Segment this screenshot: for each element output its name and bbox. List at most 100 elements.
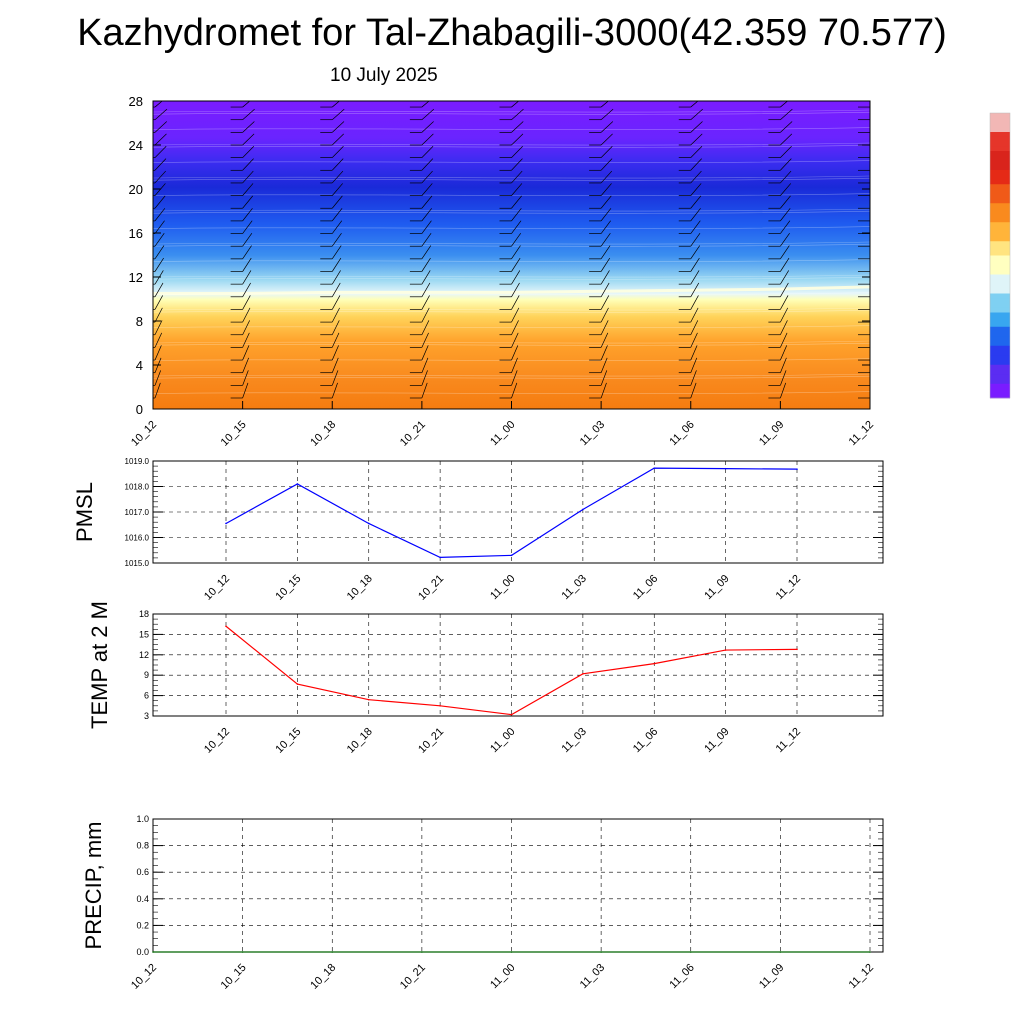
x-tick-label: 11_00 [488, 573, 518, 603]
wind-barb [421, 245, 432, 260]
y-tick-label: 1019.0 [125, 457, 150, 466]
wind-barb [600, 101, 609, 108]
y-tick-label: 15 [139, 629, 149, 639]
wind-barb [869, 195, 870, 196]
wind-barb [154, 320, 163, 335]
wind-barb [600, 257, 611, 272]
wind-barb [690, 183, 702, 196]
wind-barb [690, 220, 701, 234]
y-axis-label: PRECIP, mm [81, 822, 106, 950]
wind-barb [690, 270, 700, 285]
contour-line [153, 274, 870, 278]
wind-barb [242, 320, 250, 335]
data-point [653, 467, 656, 469]
precipitation-panel: 0.0 0.2 0.4 0.6 0.8 1.0 10_12 10_15 10_18 10_21 11… [81, 814, 884, 992]
contour-line [153, 127, 870, 130]
colorbar-cell [990, 274, 1010, 280]
colorbar-cell [990, 155, 1010, 161]
colorbar-frame [989, 112, 1011, 399]
x-tick-label: 10_15 [219, 962, 249, 992]
colorbar-cell [990, 383, 1010, 389]
colorbar-cell [990, 203, 1010, 209]
wind-barb [511, 332, 519, 348]
wind-barb [780, 146, 792, 158]
wind-barb [154, 220, 165, 234]
x-tick-label: 11_06 [631, 726, 661, 756]
wind-barb [690, 320, 699, 335]
colorbar-cell [990, 279, 1010, 285]
y-tick-label: 12 [139, 650, 149, 660]
data-point [582, 673, 584, 675]
wind-barb [690, 370, 697, 386]
x-tick-label: 11_12 [774, 573, 804, 603]
wind-barb [690, 257, 700, 272]
wind-barb [421, 257, 431, 272]
colorbar-cell [990, 136, 1010, 142]
wind-barb [780, 245, 790, 260]
wind-barb [780, 270, 790, 285]
contour-line [153, 340, 870, 344]
cross-section-heatmap: 0 4 8 12 16 20 24 28 10_12 10_15 10_18 10_21 11_00 11… [129, 94, 877, 449]
wind-barb [780, 332, 788, 348]
x-tick-label: 11_06 [667, 962, 697, 992]
wind-barb [154, 183, 166, 196]
wind-barb [780, 220, 791, 234]
wind-barb [154, 232, 165, 247]
wind-barb [421, 133, 434, 146]
wind-barb [600, 245, 611, 260]
data-point [510, 713, 513, 716]
colorbar-cell [990, 250, 1010, 256]
wind-barb [154, 108, 168, 120]
wind-barb [511, 382, 518, 399]
x-tick-label: 10_21 [398, 962, 428, 992]
wind-barb [421, 183, 433, 196]
y-tick-label: 0 [136, 402, 143, 417]
colorbar-cell [990, 151, 1010, 157]
wind-barb [600, 320, 609, 335]
data-point [367, 522, 370, 525]
y-tick-label: 3 [144, 711, 149, 721]
data-point [600, 951, 602, 953]
date-label: 10 July 2025 [330, 65, 438, 86]
wind-barb [421, 307, 430, 323]
wind-barb [869, 258, 870, 259]
wind-barb [332, 133, 344, 146]
data-point [510, 951, 513, 953]
wind-barb [869, 321, 870, 323]
wind-barb [600, 382, 607, 399]
wind-barb [242, 232, 253, 247]
wind-barb [154, 170, 166, 184]
y-tick-label: 6 [144, 691, 149, 701]
wind-barb [511, 357, 518, 373]
x-tick-label: 10_15 [273, 573, 303, 603]
wind-barb [780, 282, 789, 297]
wind-barb [869, 308, 870, 310]
wind-barb [690, 121, 703, 133]
data-point [724, 467, 727, 470]
wind-barb [690, 282, 700, 297]
x-tick-label: 10_18 [308, 419, 338, 449]
wind-barb [690, 295, 699, 310]
contour-line [153, 160, 870, 163]
contour-line [153, 309, 870, 313]
colorbar-cell [990, 312, 1010, 318]
wind-barb [600, 307, 609, 323]
pmsl-panel: 1015.0 1016.0 1017.0 1018.0 1019.0 10_12 10_15… [72, 457, 884, 603]
wind-barb [780, 295, 789, 310]
x-tick-label: 11_06 [631, 573, 661, 603]
wind-barb [780, 345, 788, 361]
colorbar-cell [990, 174, 1010, 180]
wind-barb [242, 370, 249, 386]
wind-barb [869, 333, 870, 335]
wind-barb [421, 370, 428, 386]
wind-barb [421, 282, 431, 297]
wind-barb [242, 158, 254, 171]
wind-barb [869, 220, 870, 221]
y-tick-label: 0.2 [136, 920, 149, 930]
wind-barb [242, 382, 249, 399]
colorbar [989, 112, 1011, 399]
wind-barb [869, 371, 870, 373]
y-tick-label: 8 [136, 314, 143, 329]
heatmap-field [153, 101, 870, 409]
wind-barb [421, 220, 432, 234]
